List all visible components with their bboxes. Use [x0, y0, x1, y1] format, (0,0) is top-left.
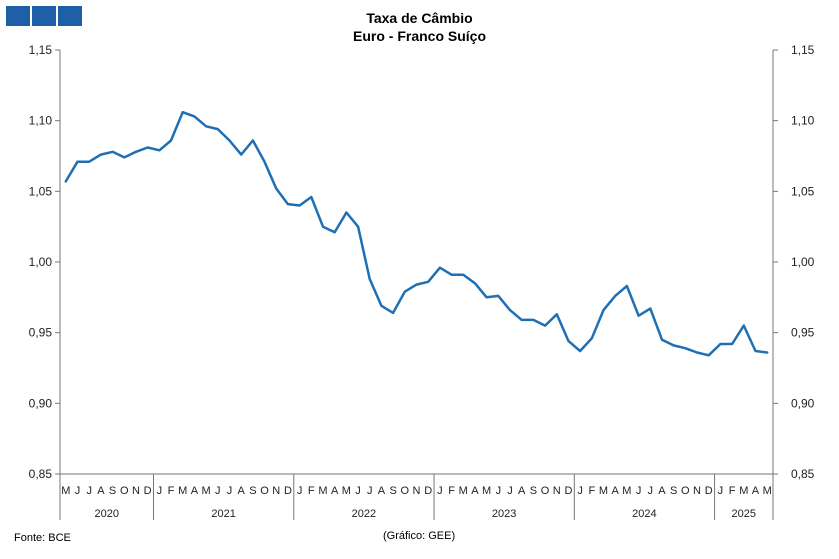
x-month-label: S — [249, 485, 256, 497]
x-month-label: N — [272, 485, 280, 497]
y-tick-label-right: 1,05 — [791, 184, 815, 198]
x-month-label: A — [471, 485, 479, 497]
x-month-label: J — [718, 485, 724, 497]
x-month-label: F — [729, 485, 736, 497]
x-month-label: M — [178, 485, 187, 497]
x-month-label: O — [260, 485, 269, 497]
x-year-label: 2023 — [492, 508, 516, 520]
x-month-label: S — [389, 485, 396, 497]
x-month-label: D — [424, 485, 432, 497]
x-month-label: J — [157, 485, 163, 497]
x-month-label: J — [577, 485, 583, 497]
x-month-label: S — [109, 485, 116, 497]
x-month-label: A — [191, 485, 199, 497]
y-tick-label-left: 0,95 — [29, 326, 53, 340]
x-month-label: J — [437, 485, 443, 497]
x-month-label: A — [97, 485, 105, 497]
x-month-label: O — [541, 485, 550, 497]
x-year-label: 2024 — [632, 508, 656, 520]
x-month-label: N — [553, 485, 561, 497]
logo-square-2 — [32, 6, 56, 26]
y-tick-label-left: 0,90 — [29, 396, 53, 410]
x-month-label: F — [308, 485, 315, 497]
x-month-label: J — [215, 485, 221, 497]
x-year-label: 2020 — [95, 508, 119, 520]
x-month-label: D — [564, 485, 572, 497]
x-month-label: O — [681, 485, 690, 497]
x-month-label: O — [401, 485, 410, 497]
chart-credit: (Gráfico: GEE) — [383, 530, 456, 542]
chart-title-line2: Euro - Franco Suíço — [352, 28, 486, 44]
x-month-label: F — [168, 485, 175, 497]
y-tick-label-left: 1,05 — [29, 184, 53, 198]
chart-title-line1: Taxa de Câmbio — [366, 10, 473, 26]
x-month-label: J — [86, 485, 92, 497]
x-month-label: N — [693, 485, 701, 497]
x-month-label: M — [342, 485, 351, 497]
x-month-label: A — [331, 485, 339, 497]
x-month-label: S — [670, 485, 677, 497]
y-tick-label-left: 1,00 — [29, 255, 53, 269]
x-month-label: M — [622, 485, 631, 497]
x-month-label: A — [752, 485, 760, 497]
x-month-label: M — [599, 485, 608, 497]
x-month-label: M — [763, 485, 772, 497]
x-month-label: J — [648, 485, 654, 497]
x-month-label: M — [739, 485, 748, 497]
x-month-label: A — [612, 485, 620, 497]
x-month-label: S — [530, 485, 537, 497]
x-month-label: J — [636, 485, 642, 497]
x-month-label: A — [238, 485, 246, 497]
x-month-label: J — [355, 485, 361, 497]
x-month-label: M — [318, 485, 327, 497]
x-month-label: J — [227, 485, 233, 497]
y-tick-label-right: 1,00 — [791, 255, 815, 269]
y-tick-label-left: 1,10 — [29, 114, 53, 128]
x-year-label: 2021 — [211, 508, 235, 520]
y-tick-label-right: 0,95 — [791, 326, 815, 340]
x-month-label: J — [367, 485, 373, 497]
source-note: Fonte: BCE — [14, 532, 71, 544]
series-line — [64, 110, 769, 357]
x-month-label: M — [202, 485, 211, 497]
x-month-label: J — [496, 485, 502, 497]
x-month-label: N — [132, 485, 140, 497]
y-tick-label-right: 0,85 — [791, 467, 815, 481]
x-year-label: 2022 — [352, 508, 376, 520]
x-month-label: M — [61, 485, 70, 497]
y-tick-label-right: 1,15 — [791, 43, 815, 57]
x-month-label: J — [297, 485, 303, 497]
y-tick-label-left: 1,15 — [29, 43, 53, 57]
x-month-label: A — [378, 485, 386, 497]
x-month-label: F — [588, 485, 595, 497]
x-month-label: O — [120, 485, 129, 497]
logo-square-3 — [58, 6, 82, 26]
x-month-label: J — [75, 485, 81, 497]
x-month-label: F — [448, 485, 455, 497]
x-month-label: D — [705, 485, 713, 497]
y-tick-label-right: 0,90 — [791, 396, 815, 410]
x-month-label: M — [482, 485, 491, 497]
x-month-label: D — [284, 485, 292, 497]
x-month-label: A — [518, 485, 526, 497]
x-month-label: M — [459, 485, 468, 497]
y-tick-label-right: 1,10 — [791, 114, 815, 128]
y-tick-label-left: 0,85 — [29, 467, 53, 481]
x-month-label: N — [413, 485, 421, 497]
x-month-label: J — [507, 485, 513, 497]
x-year-label: 2025 — [732, 508, 756, 520]
logo-square-1 — [6, 6, 30, 26]
x-month-label: D — [144, 485, 152, 497]
x-month-label: A — [658, 485, 666, 497]
